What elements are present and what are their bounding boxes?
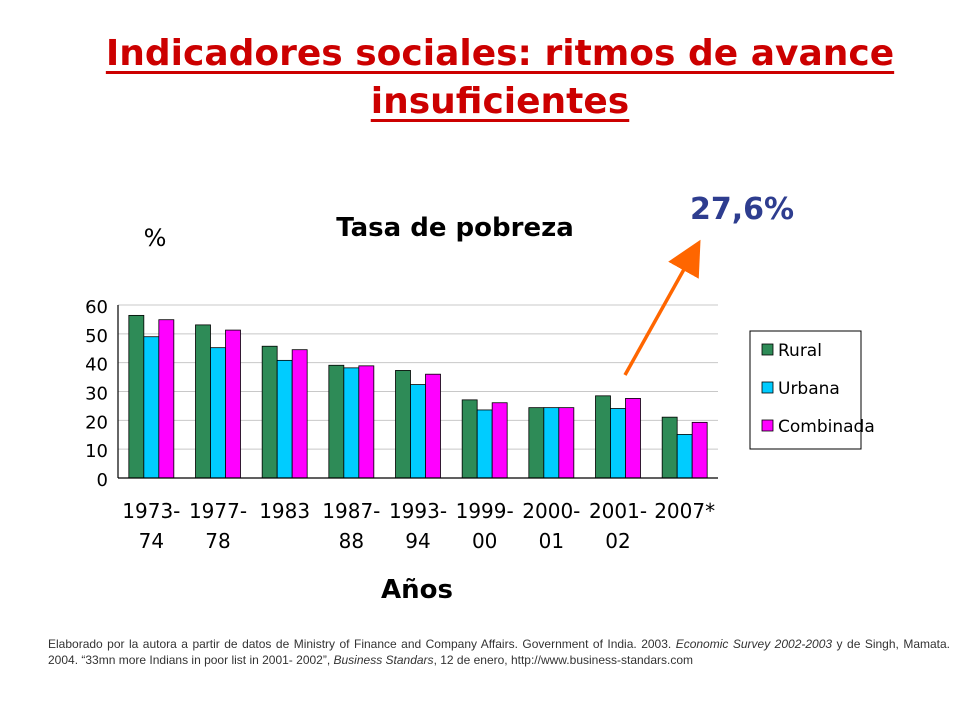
callout-arrow — [623, 239, 701, 376]
x-tick-label: 1993- — [389, 499, 447, 523]
bar-rural-7 — [595, 395, 611, 479]
bar-urbana-0 — [143, 336, 160, 479]
x-tick-label: 1983 — [259, 499, 310, 523]
bar-combinada-1 — [225, 329, 241, 479]
slide-title-line1: Indicadores sociales: ritmos de avance — [105, 33, 895, 74]
bar-rural-4 — [395, 370, 411, 479]
source-note: Elaborado por la autora a partir de dato… — [48, 636, 950, 668]
legend-label: Rural — [778, 341, 822, 361]
y-axis-label: % — [144, 224, 167, 252]
bar-rural-6 — [528, 407, 545, 479]
x-tick-label: 2001- — [589, 499, 647, 523]
bar-rural-8 — [661, 416, 678, 479]
slide-title-line2: insuficientes — [370, 81, 630, 122]
bar-urbana-5 — [476, 409, 493, 479]
y-tick-label: 20 — [85, 412, 108, 433]
x-tick-label: 74 — [139, 529, 164, 553]
poverty-chart: Tasa de pobreza % Años 01020304050601973… — [85, 213, 875, 605]
bar-combinada-4 — [425, 373, 441, 479]
x-axis-label: Años — [381, 575, 453, 605]
x-tick-label: 01 — [539, 529, 564, 553]
bar-rural-1 — [195, 324, 211, 479]
bar-combinada-3 — [358, 365, 375, 479]
x-tick-label: 88 — [339, 529, 364, 553]
bar-combinada-8 — [691, 421, 708, 479]
bar-rural-2 — [261, 345, 278, 479]
x-tick-label: 94 — [405, 529, 430, 553]
x-tick-label: 1999- — [456, 499, 514, 523]
y-tick-label: 30 — [85, 384, 108, 405]
x-tick-label: 2007* — [654, 499, 715, 523]
legend-label: Urbana — [778, 379, 840, 399]
legend-swatch — [761, 343, 774, 356]
bar-combinada-2 — [291, 349, 308, 479]
bar-urbana-8 — [676, 434, 693, 479]
y-tick-label: 40 — [85, 355, 108, 376]
bar-urbana-6 — [543, 407, 560, 479]
source-text-1: Elaborado por la autora a partir de dato… — [48, 637, 676, 651]
x-tick-label: 1987- — [322, 499, 380, 523]
source-text-5: , 12 de enero, http://www.business-stand… — [433, 653, 694, 667]
bar-urbana-3 — [343, 367, 360, 479]
y-tick-label: 10 — [85, 441, 108, 462]
source-text-4: Business Standars — [333, 653, 434, 667]
x-tick-label: 78 — [205, 529, 230, 553]
y-tick-label: 50 — [85, 326, 108, 347]
legend: Rural Urbana Combinada — [749, 330, 875, 450]
legend-label: Combinada — [778, 417, 875, 437]
x-tick-label: 1977- — [189, 499, 247, 523]
x-tick-label: 00 — [472, 529, 497, 553]
bar-rural-5 — [461, 399, 478, 479]
bar-combinada-7 — [625, 398, 641, 479]
slide-title: Indicadores sociales: ritmos de avance i… — [40, 30, 960, 126]
bar-rural-3 — [328, 364, 345, 479]
bar-combinada-5 — [491, 402, 508, 479]
bar-combinada-0 — [158, 319, 175, 479]
y-tick-label: 60 — [85, 297, 108, 318]
bar-rural-0 — [128, 314, 145, 479]
legend-swatch — [761, 381, 774, 394]
bar-urbana-1 — [210, 347, 226, 479]
x-tick-label: 2000- — [522, 499, 580, 523]
source-text-3: y de Singh, Mamata. 2004. “33mn more Ind… — [48, 637, 951, 667]
chart-title: Tasa de pobreza — [336, 213, 574, 243]
x-tick-label: 1973- — [122, 499, 180, 523]
callout-value: 27,6% — [690, 192, 795, 227]
bar-combinada-6 — [558, 407, 575, 479]
y-tick-label: 0 — [97, 470, 108, 491]
bar-urbana-7 — [610, 408, 626, 479]
bar-urbana-2 — [276, 359, 293, 479]
bar-urbana-4 — [410, 384, 426, 479]
source-text-2: Economic Survey 2002-2003 — [675, 637, 833, 651]
legend-swatch — [761, 419, 774, 432]
x-tick-label: 02 — [605, 529, 630, 553]
